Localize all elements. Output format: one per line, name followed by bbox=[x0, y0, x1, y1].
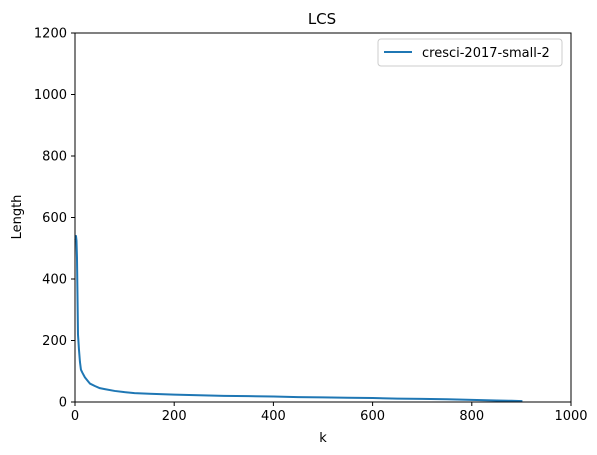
series-line-cresci-2017-small-2 bbox=[76, 236, 522, 401]
series-layer bbox=[76, 236, 522, 401]
y-tick-label: 600 bbox=[42, 211, 67, 226]
y-tick-label: 800 bbox=[42, 150, 67, 165]
plot-frame bbox=[75, 33, 571, 402]
legend-label-cresci-2017-small-2: cresci-2017-small-2 bbox=[422, 46, 550, 61]
y-tick-label: 200 bbox=[42, 334, 67, 349]
x-tick-label: 400 bbox=[261, 409, 286, 424]
x-tick-label: 800 bbox=[459, 409, 484, 424]
y-tick-label: 1000 bbox=[34, 88, 67, 103]
y-tick-label: 0 bbox=[59, 396, 67, 411]
x-axis-label: k bbox=[319, 431, 327, 446]
y-tick-label: 1200 bbox=[34, 27, 67, 42]
y-axis-ticks: 0 200 400 600 800 1000 1200 bbox=[34, 27, 75, 411]
x-tick-label: 200 bbox=[162, 409, 187, 424]
chart-title: LCS bbox=[308, 10, 336, 28]
x-tick-label: 1000 bbox=[554, 409, 587, 424]
y-axis-label: Length bbox=[10, 195, 25, 240]
x-axis-ticks: 0 200 400 600 800 1000 bbox=[71, 402, 588, 424]
legend: cresci-2017-small-2 bbox=[378, 39, 562, 66]
x-tick-label: 0 bbox=[71, 409, 79, 424]
x-tick-label: 600 bbox=[360, 409, 385, 424]
y-tick-label: 400 bbox=[42, 273, 67, 288]
